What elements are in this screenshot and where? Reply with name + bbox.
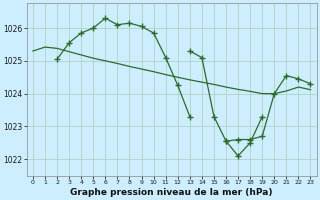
X-axis label: Graphe pression niveau de la mer (hPa): Graphe pression niveau de la mer (hPa): [70, 188, 273, 197]
